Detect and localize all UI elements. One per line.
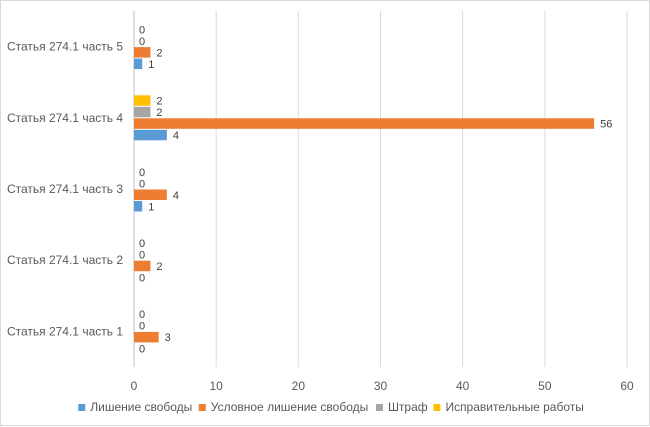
data-label: 0: [139, 167, 145, 179]
data-label: 3: [165, 332, 171, 344]
data-label: 0: [139, 309, 145, 321]
legend-swatch: [198, 404, 206, 411]
x-tick-label: 40: [456, 379, 470, 393]
category-labels: Статья 274.1 часть 5 Статья 274.1 часть 4…: [7, 40, 123, 339]
legend: Лишение свободы Условное лишение свободы Ш…: [78, 400, 584, 414]
bar: [134, 95, 151, 106]
category-label: Статья 274.1 часть 1: [7, 324, 123, 338]
legend-swatch: [78, 404, 86, 411]
bar: [134, 58, 143, 70]
data-label: 2: [156, 47, 162, 59]
category-label: Статья 274.1 часть 5: [7, 40, 123, 54]
data-label: 0: [139, 272, 145, 284]
x-tick-label: 50: [538, 379, 552, 393]
bar: [134, 106, 151, 118]
x-tick-label: 10: [209, 379, 223, 393]
data-label: 4: [173, 190, 179, 202]
x-tick-label: 60: [620, 379, 634, 393]
category-label: Статья 274.1 часть 3: [7, 182, 123, 196]
x-tick-label: 30: [374, 379, 388, 393]
data-label: 0: [139, 249, 145, 261]
legend-swatch: [433, 404, 441, 411]
bar: [134, 189, 167, 200]
bars-layer: [134, 47, 595, 343]
data-label: 0: [139, 238, 145, 250]
data-label: 1: [148, 59, 154, 71]
x-tick-labels: 0 10 20 30 40 50 60: [131, 379, 634, 393]
data-label: 0: [139, 344, 145, 356]
data-label: 2: [156, 107, 162, 119]
data-label: 2: [156, 261, 162, 273]
data-label: 0: [139, 321, 145, 333]
bar: [134, 331, 159, 343]
bar: [134, 129, 167, 141]
gridlines: [133, 11, 628, 367]
data-label: 4: [173, 130, 179, 142]
legend-label: Исправительные работы: [445, 400, 583, 414]
x-tick-label: 20: [292, 379, 306, 393]
category-label: Статья 274.1 часть 2: [7, 253, 123, 267]
data-label: 1: [148, 201, 154, 213]
legend-label: Лишение свободы: [90, 400, 192, 414]
data-label: 0: [139, 36, 145, 48]
data-label: 56: [600, 119, 612, 131]
data-label: 2: [156, 96, 162, 108]
bar: [134, 260, 151, 272]
category-label: Статья 274.1 часть 4: [7, 111, 123, 125]
bar: [134, 201, 143, 212]
bar: [134, 118, 595, 129]
legend-swatch: [375, 404, 383, 411]
legend-label: Условное лишение свободы: [211, 400, 368, 414]
bar: [134, 47, 151, 58]
legend-label: Штраф: [388, 400, 428, 414]
x-tick-label: 0: [131, 379, 138, 393]
data-label: 0: [139, 24, 145, 36]
data-label: 0: [139, 178, 145, 190]
